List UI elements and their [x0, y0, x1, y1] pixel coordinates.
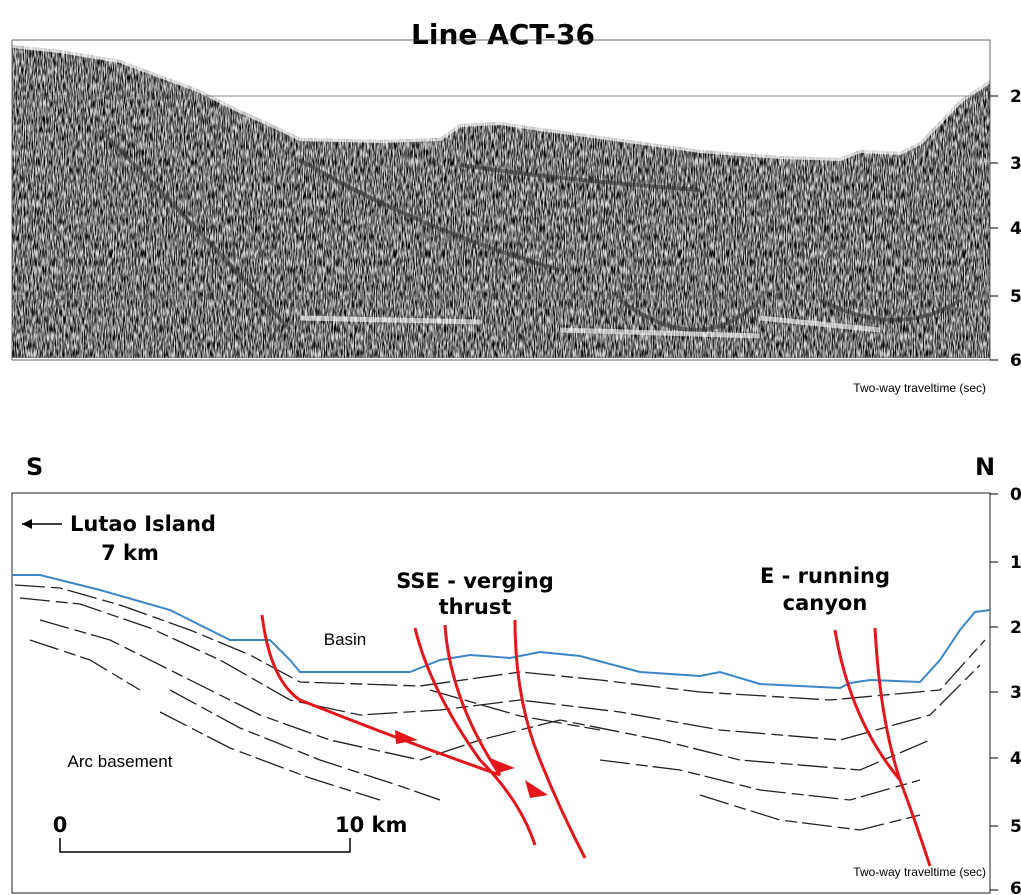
direction-label: S: [26, 453, 43, 481]
scale-label: 10 km: [335, 813, 407, 837]
tick-label: 3: [1010, 154, 1021, 174]
tick-label: 4: [1010, 749, 1021, 769]
annotation: 7 km: [101, 541, 159, 565]
tick-label: 0: [1010, 485, 1021, 505]
tick-label: 6: [1010, 879, 1021, 895]
bottom-axis: 0 1 2 3 4 5 6: [990, 485, 1021, 895]
seismic-image: [12, 40, 990, 360]
tick-label: 4: [1010, 219, 1021, 239]
tick-label: 5: [1010, 817, 1021, 837]
scale-label: 0: [53, 813, 68, 837]
scale-bar: 0 10 km: [53, 813, 408, 852]
tick-label: 5: [1010, 287, 1021, 307]
annotation: Basin: [324, 630, 367, 649]
tick-label: 1: [1010, 553, 1021, 573]
tick-label: 3: [1010, 683, 1021, 703]
tick-label: 2: [1010, 618, 1021, 638]
tick-label: 2: [1010, 87, 1021, 107]
annotation: Arc basement: [68, 752, 173, 771]
tick-label: 6: [1010, 351, 1021, 371]
direction-label: N: [975, 453, 995, 481]
annotation: E - running: [760, 564, 890, 588]
reflectors: [15, 585, 985, 830]
axis-label: Two-way traveltime (sec): [853, 865, 986, 879]
axis-label: Two-way traveltime (sec): [853, 381, 986, 395]
title: Line ACT-36: [411, 18, 595, 51]
annotation: canyon: [783, 591, 868, 615]
annotation: thrust: [439, 595, 512, 619]
annotation: Lutao Island: [70, 512, 216, 536]
top-axis: 2 3 4 5 6: [990, 87, 1021, 371]
figure: Line ACT-36 2 3 4 5 6 Two-way traveltime…: [0, 0, 1021, 895]
annotation: SSE - verging: [396, 569, 554, 593]
